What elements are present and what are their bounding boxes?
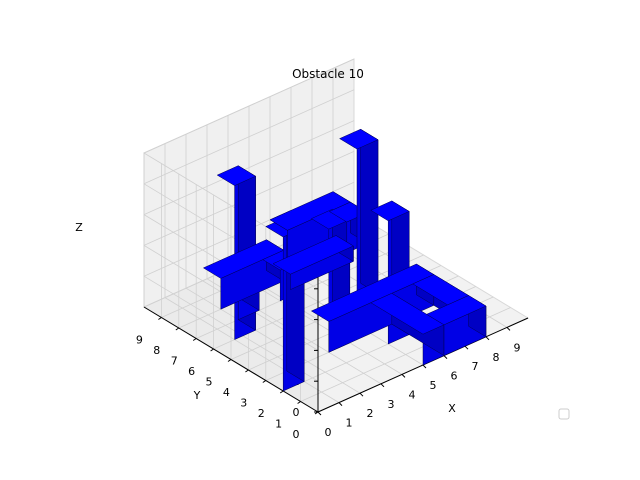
y-tick-label: 8 (153, 344, 160, 357)
z-tick-label: 0 (293, 406, 300, 419)
x-tick-label: 9 (514, 341, 521, 354)
voxel-face-top (272, 235, 354, 275)
y-tick-label: 0 (293, 428, 300, 441)
x-tick-mark (359, 392, 364, 397)
x-tick-label: 2 (367, 407, 374, 420)
y-axis-label: Y (193, 389, 201, 402)
voxel-face-top (370, 200, 410, 222)
y-tick-label: 3 (240, 397, 247, 410)
voxel-face-top (426, 295, 487, 326)
y-tick-label: 6 (188, 365, 195, 378)
chart-title: Obstacle 10 (292, 67, 364, 81)
x-tick-mark (443, 355, 448, 359)
voxel-face-top (339, 128, 379, 150)
grid-line-z (143, 120, 355, 215)
x-tick-mark (464, 345, 469, 350)
voxel-box (426, 295, 487, 356)
x-tick-mark (506, 327, 511, 331)
x-tick-mark (422, 364, 427, 369)
x-tick-mark (317, 411, 322, 416)
x-tick-label: 1 (346, 417, 353, 430)
voxel-face-top (216, 165, 257, 186)
x-tick-mark (401, 374, 406, 378)
x-tick-label: 4 (409, 388, 416, 401)
y-tick-mark (227, 359, 232, 362)
voxel-face-top (370, 293, 445, 335)
voxel-box (370, 292, 445, 366)
voxel-box (272, 235, 354, 290)
y-tick-mark (158, 317, 162, 320)
y-tick-mark (262, 380, 267, 383)
voxel-box (310, 263, 435, 353)
x-tick-label: 3 (388, 398, 395, 411)
x-tick-label: 5 (430, 379, 437, 392)
y-tick-mark (245, 369, 249, 373)
grid-line-z (143, 89, 355, 185)
x-tick-mark (380, 383, 385, 388)
y-tick-mark (192, 338, 197, 341)
legend-box (558, 408, 570, 420)
x-tick-label: 7 (472, 360, 479, 373)
voxel-obstacles (202, 128, 487, 392)
y-tick-label: 2 (258, 407, 265, 420)
y-tick-label: 1 (275, 418, 282, 431)
y-tick-label: 9 (136, 334, 143, 347)
z-axis-label: Z (75, 221, 83, 234)
x-tick-label: 0 (325, 426, 332, 439)
x-tick-mark (485, 336, 490, 341)
y-tick-mark (210, 348, 214, 352)
y-tick-label: 7 (171, 355, 178, 368)
y-tick-mark (279, 390, 284, 394)
y-tick-mark (297, 401, 301, 404)
grid-line-z (143, 58, 355, 154)
voxel-face-top (310, 263, 435, 322)
x-tick-label: 8 (493, 351, 500, 364)
x-tick-mark (338, 402, 343, 406)
y-tick-label: 4 (223, 386, 230, 399)
y-tick-label: 5 (206, 376, 213, 389)
x-tick-label: 6 (451, 370, 458, 383)
y-tick-mark (175, 327, 180, 331)
voxel-box (339, 128, 379, 304)
x-axis-label: X (448, 402, 456, 415)
